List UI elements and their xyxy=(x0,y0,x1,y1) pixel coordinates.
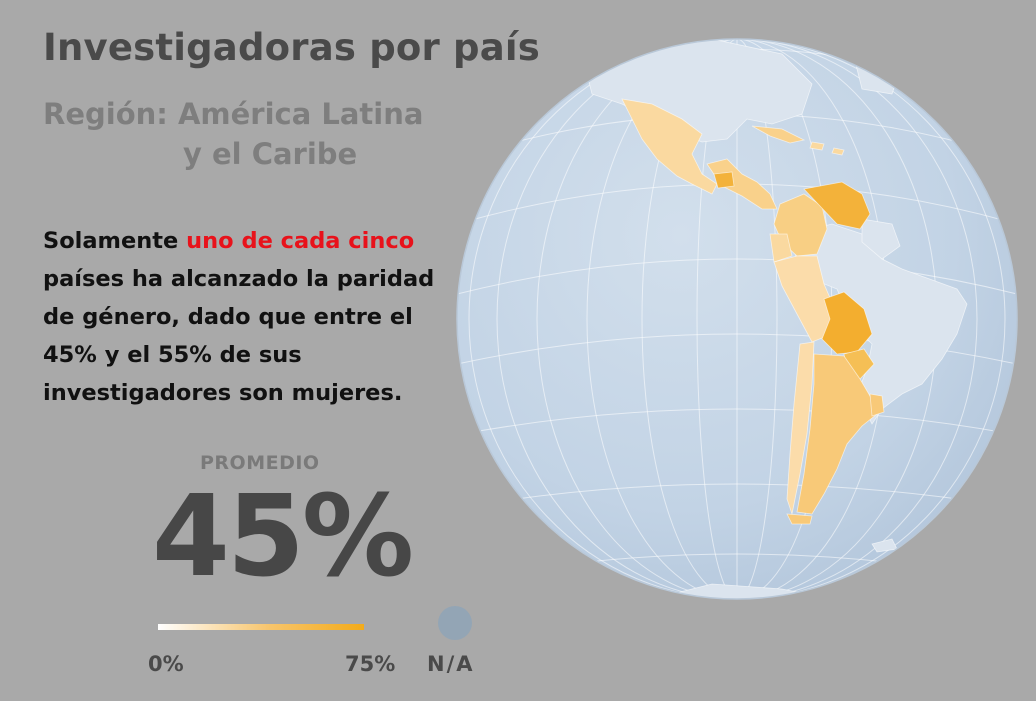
statement-after: países ha alcanzado la paridad de género… xyxy=(43,266,435,406)
legend-color-scale xyxy=(158,624,364,630)
statement-before: Solamente xyxy=(43,228,187,254)
legend-na-swatch xyxy=(438,606,472,640)
subtitle-line-1: Región: América Latina xyxy=(43,97,424,131)
globe-edge xyxy=(456,38,1018,600)
antarctica-land xyxy=(651,583,833,599)
statement-highlight: uno de cada cinco xyxy=(186,228,415,254)
average-value: 45% xyxy=(152,472,414,602)
guianas-land xyxy=(861,218,901,260)
caribbean-islands-region xyxy=(809,141,845,156)
average-label: PROMEDIO xyxy=(200,452,320,474)
uruguay-region xyxy=(869,393,885,417)
legend-min-label: 0% xyxy=(148,652,184,676)
ecuador-region xyxy=(769,233,793,263)
guatemala-region xyxy=(713,171,735,189)
central-america-region xyxy=(706,158,778,210)
region-subtitle: Región: América Latina y el Caribe xyxy=(43,94,463,174)
cuba-region xyxy=(751,125,806,144)
statement-text: Solamente uno de cada cinco países ha al… xyxy=(43,222,463,412)
page-title: Investigadoras por país xyxy=(43,26,540,69)
subtitle-line-2: y el Caribe xyxy=(183,137,358,171)
chile-region xyxy=(786,341,815,516)
tierra-del-fuego-region xyxy=(786,513,813,525)
legend-max-label: 75% xyxy=(345,652,396,676)
legend-na-label: N/A xyxy=(427,652,475,676)
mexico-region xyxy=(621,98,718,195)
argentina-region xyxy=(796,353,878,515)
venezuela-region xyxy=(803,181,871,230)
globe-map xyxy=(456,38,1018,600)
